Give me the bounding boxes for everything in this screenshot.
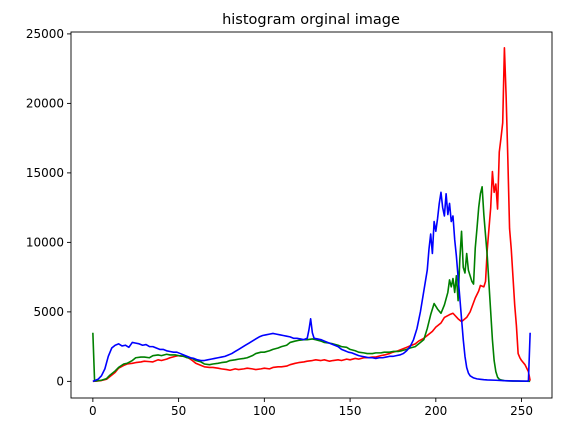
y-tick-label: 15000 bbox=[26, 166, 64, 180]
x-tick-label: 150 bbox=[339, 404, 362, 418]
axes-frame bbox=[70, 31, 553, 399]
chart-title: histogram orginal image bbox=[222, 12, 400, 28]
series-layer bbox=[92, 46, 531, 383]
y-tick-label: 0 bbox=[56, 375, 64, 389]
y-tick-label: 25000 bbox=[26, 27, 64, 41]
x-tick-label: 100 bbox=[253, 404, 276, 418]
series-line-2 bbox=[92, 185, 531, 383]
axes-layer: 0 50 100 150 200 250 0 5000 10000 15000 20000 25000 bbox=[26, 27, 553, 418]
y-tick-label: 20000 bbox=[26, 97, 64, 111]
x-tick-label: 50 bbox=[171, 404, 186, 418]
y-tick-label: 5000 bbox=[33, 305, 64, 319]
series-line-3 bbox=[92, 191, 531, 383]
x-tick-label: 0 bbox=[89, 404, 97, 418]
x-tick-label: 200 bbox=[424, 404, 447, 418]
y-tick-label: 10000 bbox=[26, 236, 64, 250]
x-tick-label: 250 bbox=[510, 404, 533, 418]
